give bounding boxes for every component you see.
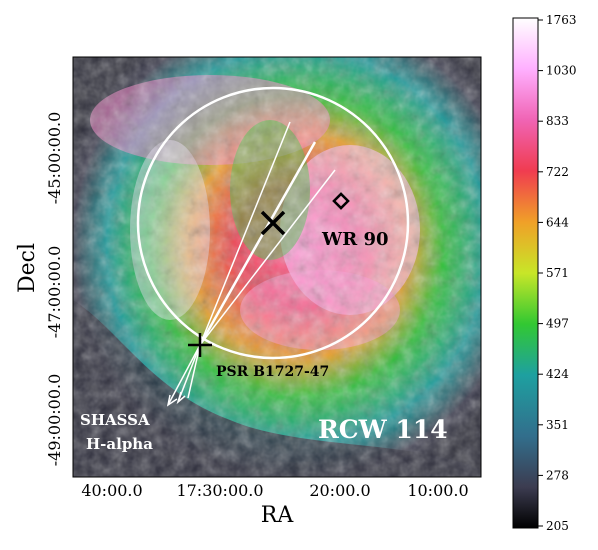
- colorbar-tick-label: 205: [546, 519, 569, 533]
- cone-line-right: [199, 169, 336, 346]
- colorbar-tick-label: 644: [546, 215, 569, 229]
- pulsar-plus-marker: [188, 333, 212, 357]
- x-axis-title: RA: [261, 503, 295, 528]
- colorbar-tick-label: 722: [546, 165, 569, 179]
- survey-label-line2: H-alpha: [86, 435, 153, 453]
- colorbar-tick-label: 278: [546, 468, 569, 482]
- y-axis-title: Decl: [15, 243, 40, 293]
- cone-line-center: [198, 141, 317, 346]
- image-panel: [73, 57, 481, 477]
- x-tick-label: 10:00.0: [407, 481, 468, 500]
- wr90-label: WR 90: [321, 229, 389, 250]
- y-tick-label: -45:00:00.0: [45, 112, 64, 205]
- y-tick-label: -47:00:00.0: [45, 246, 64, 339]
- colorbar-tick-label: 571: [546, 266, 569, 280]
- colorbar-tick-label: 833: [546, 114, 569, 128]
- x-tick-label: 40:00.0: [81, 481, 142, 500]
- survey-label-line1: SHASSA: [80, 411, 150, 429]
- overlay: [136, 86, 410, 407]
- y-tick-label: -49:00:00.0: [45, 374, 64, 467]
- motion-arrows: [166, 344, 201, 407]
- center-x-marker: [260, 210, 286, 236]
- colorbar-scale: [512, 17, 539, 529]
- colorbar-tick-label: 1030: [546, 64, 577, 78]
- colorbar-tick-label: 424: [546, 367, 569, 381]
- image-frame: [72, 56, 482, 478]
- x-tick-label: 17:30:00.0: [176, 481, 263, 500]
- colorbar-tick-label: 1763: [546, 13, 577, 27]
- colorbar-tick-label: 497: [546, 317, 569, 331]
- object-label: RCW 114: [318, 415, 448, 444]
- remnant-circle: [136, 86, 410, 360]
- colorbar-tick-label: 351: [546, 418, 569, 432]
- cone-line-left: [199, 121, 291, 346]
- y-axis: -45:00:00.0 -47:00:00.0 -49:00:00.0 Decl: [15, 112, 64, 467]
- x-axis: 40:00.0 17:30:00.0 20:00.0 10:00.0 RA: [81, 481, 468, 528]
- colorbar: 1763 1030 833 722 644 571 497 424 351 278 205: [512, 13, 577, 533]
- x-tick-label: 20:00.0: [309, 481, 370, 500]
- wr90-diamond-marker: [332, 192, 350, 210]
- pulsar-label: PSR B1727-47: [216, 364, 329, 380]
